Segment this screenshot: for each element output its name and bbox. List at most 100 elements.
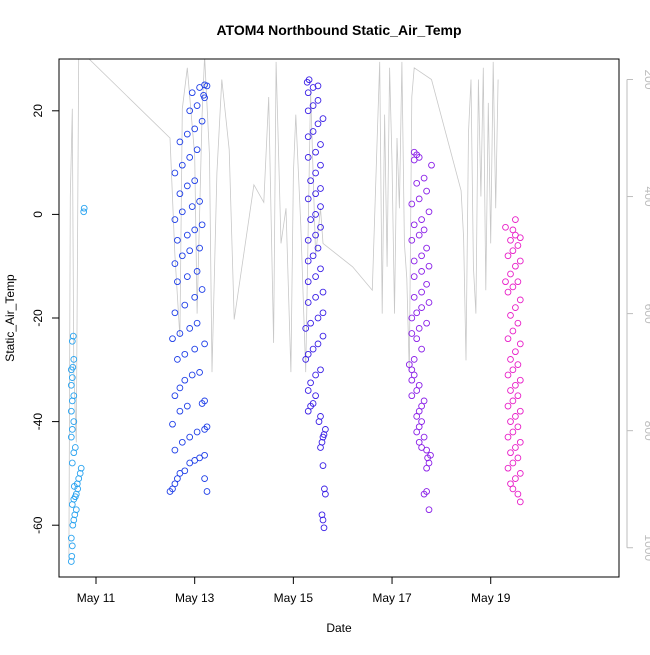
data-point <box>312 211 319 218</box>
data-point <box>413 309 421 317</box>
data-point <box>420 397 428 405</box>
data-point <box>191 125 199 133</box>
data-point <box>317 185 324 192</box>
data-point <box>191 345 199 353</box>
data-point <box>186 247 194 255</box>
data-point <box>186 154 194 161</box>
data-point <box>191 226 199 234</box>
data-point <box>186 325 194 332</box>
data-point <box>314 244 322 252</box>
data-point <box>178 438 186 446</box>
data-point <box>304 236 312 244</box>
data-point <box>174 278 181 286</box>
right-tick-label: 600 <box>642 304 650 324</box>
data-point <box>312 273 319 280</box>
data-point <box>514 454 522 462</box>
data-point <box>67 381 75 389</box>
data-point <box>171 260 179 267</box>
data-point <box>174 475 181 482</box>
data-point <box>318 511 326 519</box>
right-tick-label: 200 <box>642 69 650 89</box>
data-point <box>193 146 201 154</box>
data-point <box>509 226 517 234</box>
data-point <box>320 524 328 532</box>
data-point <box>509 327 517 335</box>
data-point <box>312 293 319 301</box>
data-point <box>516 257 524 265</box>
data-point <box>67 433 75 441</box>
plot-frame <box>58 58 620 578</box>
data-point <box>193 102 201 109</box>
data-point <box>68 542 76 550</box>
data-point <box>317 161 324 169</box>
points-layer <box>67 76 524 565</box>
data-point <box>178 161 186 169</box>
data-point <box>196 198 203 205</box>
data-point <box>319 332 327 340</box>
data-point <box>516 340 524 348</box>
data-point <box>415 195 423 203</box>
data-point <box>317 203 324 210</box>
data-point <box>504 252 512 260</box>
data-point <box>507 236 514 244</box>
altitude-layer <box>68 59 499 560</box>
data-point <box>319 288 327 296</box>
data-point <box>68 459 76 467</box>
data-point <box>309 128 317 135</box>
data-point <box>423 280 430 288</box>
data-point <box>507 480 514 488</box>
data-point <box>304 107 312 115</box>
data-point <box>319 462 327 469</box>
data-point <box>178 208 186 216</box>
data-point <box>514 361 522 368</box>
data-point <box>507 312 514 319</box>
chart-title: ATOM4 Northbound Static_Air_Temp <box>216 22 461 38</box>
data-point <box>171 169 179 177</box>
x-tick-label: May 11 <box>77 591 116 605</box>
data-point <box>307 319 314 327</box>
data-point <box>507 449 514 457</box>
data-point <box>312 231 319 239</box>
data-point <box>69 521 77 529</box>
data-point <box>196 369 203 376</box>
data-point <box>302 325 310 332</box>
data-point <box>171 216 179 223</box>
data-point <box>319 115 327 122</box>
data-point <box>188 89 196 97</box>
data-point <box>169 335 176 343</box>
series-1 <box>166 81 211 495</box>
data-point <box>425 262 433 270</box>
right-tick-label: 1000 <box>642 534 650 561</box>
y-tick-label: -60 <box>31 516 45 534</box>
data-point <box>304 133 312 141</box>
data-point <box>317 366 324 374</box>
data-point <box>307 177 314 185</box>
x-tick-label: May 15 <box>274 591 314 605</box>
data-point <box>314 120 322 128</box>
data-point <box>408 366 416 374</box>
data-point <box>198 117 206 125</box>
data-point <box>314 340 322 348</box>
data-point <box>512 381 519 389</box>
data-point <box>410 257 418 265</box>
data-point <box>309 252 317 260</box>
data-point <box>312 148 319 156</box>
data-point <box>80 204 88 212</box>
data-point <box>71 444 79 451</box>
data-point <box>183 402 191 410</box>
data-point <box>504 335 512 343</box>
data-point <box>410 273 418 280</box>
data-point <box>507 387 514 394</box>
data-point <box>304 195 312 203</box>
data-point <box>203 423 211 431</box>
data-point <box>72 506 80 514</box>
data-point <box>171 446 179 454</box>
data-point <box>504 402 512 410</box>
data-point <box>514 490 522 498</box>
data-point <box>304 350 312 358</box>
data-point <box>410 356 418 363</box>
data-point <box>405 361 413 368</box>
data-point <box>427 451 434 459</box>
data-point <box>408 392 416 400</box>
